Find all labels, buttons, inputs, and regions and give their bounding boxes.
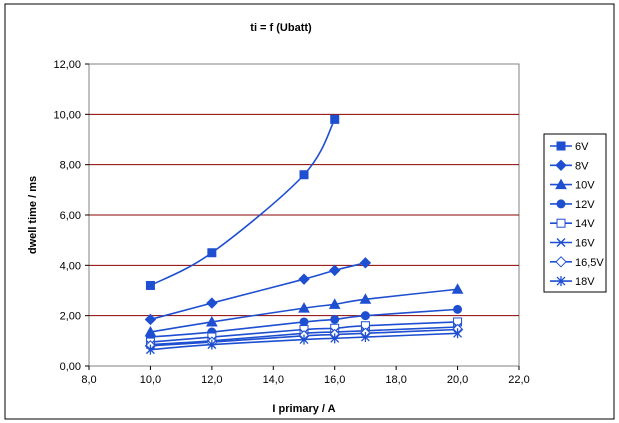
y-tick-label: 6,00 — [60, 210, 81, 222]
data-point — [330, 314, 340, 324]
legend-marker — [556, 238, 566, 247]
legend-item: 14V — [550, 218, 595, 230]
series-12v — [145, 304, 463, 342]
y-axis-title: dwell time / ms — [27, 176, 39, 254]
x-tick-label: 20,0 — [447, 374, 468, 386]
data-point — [453, 328, 463, 339]
legend: 6V 8V 10V 12V 14V 16V 16,5V 18V — [543, 133, 607, 293]
data-point — [359, 257, 372, 269]
y-tick-label: 10,00 — [53, 109, 81, 121]
legend-item: 6V — [550, 141, 589, 153]
data-point — [330, 114, 340, 124]
data-point — [360, 332, 370, 343]
data-point — [453, 304, 463, 314]
x-tick-label: 14,0 — [263, 374, 284, 386]
series-6v — [145, 114, 340, 290]
legend-label: 8V — [575, 160, 589, 172]
y-tick-label: 0,00 — [60, 361, 81, 373]
legend-label: 10V — [575, 180, 595, 192]
legend-marker — [556, 218, 566, 228]
data-point — [298, 273, 310, 285]
data-point — [299, 170, 309, 180]
legend-item: 16V — [550, 238, 595, 250]
data-point — [299, 334, 309, 345]
data-point — [328, 298, 341, 309]
legend-item: 12V — [550, 199, 595, 211]
x-tick-label: 18,0 — [385, 374, 406, 386]
legend-item: 18V — [550, 276, 595, 288]
data-point — [145, 344, 155, 355]
data-point — [298, 302, 310, 313]
x-axis-title: I primary / A — [272, 403, 335, 415]
x-tick-label: 12,0 — [201, 374, 222, 386]
legend-label: 12V — [575, 199, 595, 211]
legend-label: 14V — [575, 218, 595, 230]
legend-marker — [556, 276, 566, 287]
y-tick-label: 4,00 — [60, 260, 81, 272]
legend-label: 16V — [575, 238, 595, 250]
series-line — [150, 118, 336, 287]
data-point — [144, 313, 157, 326]
chart-title: ti = f (Ubatt) — [250, 22, 312, 34]
series-layer — [144, 114, 464, 355]
x-tick-label: 8,0 — [81, 374, 96, 386]
y-tick-label: 12,00 — [53, 59, 81, 71]
legend-box — [543, 133, 607, 293]
y-tick-label: 2,00 — [60, 311, 81, 323]
data-point — [207, 248, 217, 258]
legend-marker — [556, 199, 566, 209]
x-tick-label: 10,0 — [140, 374, 161, 386]
data-point — [451, 283, 464, 294]
data-point — [299, 317, 309, 327]
data-point — [207, 339, 217, 350]
data-point — [206, 297, 218, 309]
legend-label: 6V — [575, 141, 589, 153]
legend-item: 10V — [550, 178, 595, 192]
legend-item: 8V — [550, 159, 589, 172]
tick-layer: 0,00 2,00 4,00 6,00 8,00 10,00 12,00 8,0 10,0 12,… — [53, 59, 529, 386]
series-8v — [144, 257, 372, 326]
grid-layer — [89, 113, 519, 317]
legend-label: 18V — [575, 276, 595, 288]
data-point — [359, 293, 372, 304]
legend-marker — [555, 178, 567, 190]
series-18v — [145, 328, 463, 355]
legend-marker — [555, 159, 567, 172]
legend-marker — [555, 256, 567, 268]
x-tick-label: 16,0 — [324, 374, 345, 386]
data-point — [330, 333, 340, 344]
data-point — [360, 311, 370, 321]
legend-item: 16,5V — [550, 256, 604, 269]
legend-marker — [556, 141, 566, 151]
data-point — [206, 315, 218, 327]
data-point — [145, 280, 155, 290]
legend-label: 16,5V — [575, 257, 604, 269]
y-tick-label: 8,00 — [60, 160, 81, 172]
data-point — [329, 264, 341, 277]
x-tick-label: 22,0 — [508, 374, 529, 386]
series-10v — [144, 283, 464, 337]
